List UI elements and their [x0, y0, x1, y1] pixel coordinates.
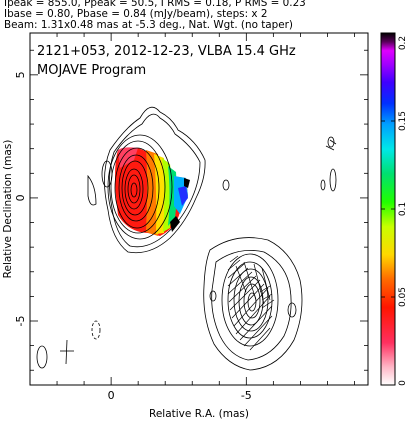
chart-subtitle: MOJAVE Program: [37, 63, 146, 78]
colorbar-tick-label: 0.1: [398, 202, 408, 216]
plot-content: [36, 106, 337, 371]
x-tick-label: 0: [108, 389, 115, 402]
x-axis-title: Relative R.A. (mas): [149, 408, 249, 420]
x-tick-label: -5: [241, 389, 252, 402]
intensity-contours-secondary: [203, 237, 303, 371]
y-tick-label: 5: [14, 71, 27, 78]
colorbar-tick-label: 0.15: [398, 111, 408, 131]
y-axis-title: Relative Declination (mas): [2, 140, 14, 279]
beam-cross: [60, 339, 74, 365]
colorbar-tick-label: 0.2: [398, 36, 408, 50]
beam-ellipse: [36, 345, 48, 369]
header-line-3: Beam: 1.31x0.48 mas at -5.3 deg., Nat. W…: [4, 19, 293, 31]
colorbar-ticks: 0 0.05 0.1 0.15 0.2: [381, 32, 408, 386]
colorbar-tick-label: 0.05: [398, 287, 408, 307]
plot-frame: [29, 32, 369, 386]
y-tick-label: 0: [14, 194, 27, 201]
header-line-1: Ipeak = 855.0, Ppeak = 50.5, I RMS = 0.1…: [4, 0, 306, 9]
colorbar-tick-label: 0: [398, 380, 408, 386]
axis-ticks: [30, 33, 368, 385]
polarization-vectors: [227, 255, 275, 351]
polarization-colormap: [115, 147, 190, 236]
y-tick-label: -5: [14, 316, 27, 327]
intensity-contours-islands: [87, 136, 337, 340]
chart-title: 2121+053, 2012-12-23, VLBA 15.4 GHz: [37, 44, 296, 59]
tick-labels: 0 -5 5 0 -5: [14, 71, 252, 402]
header-line-2: Ibase = 0.80, Pbase = 0.84 (mJy/beam), s…: [4, 8, 268, 20]
